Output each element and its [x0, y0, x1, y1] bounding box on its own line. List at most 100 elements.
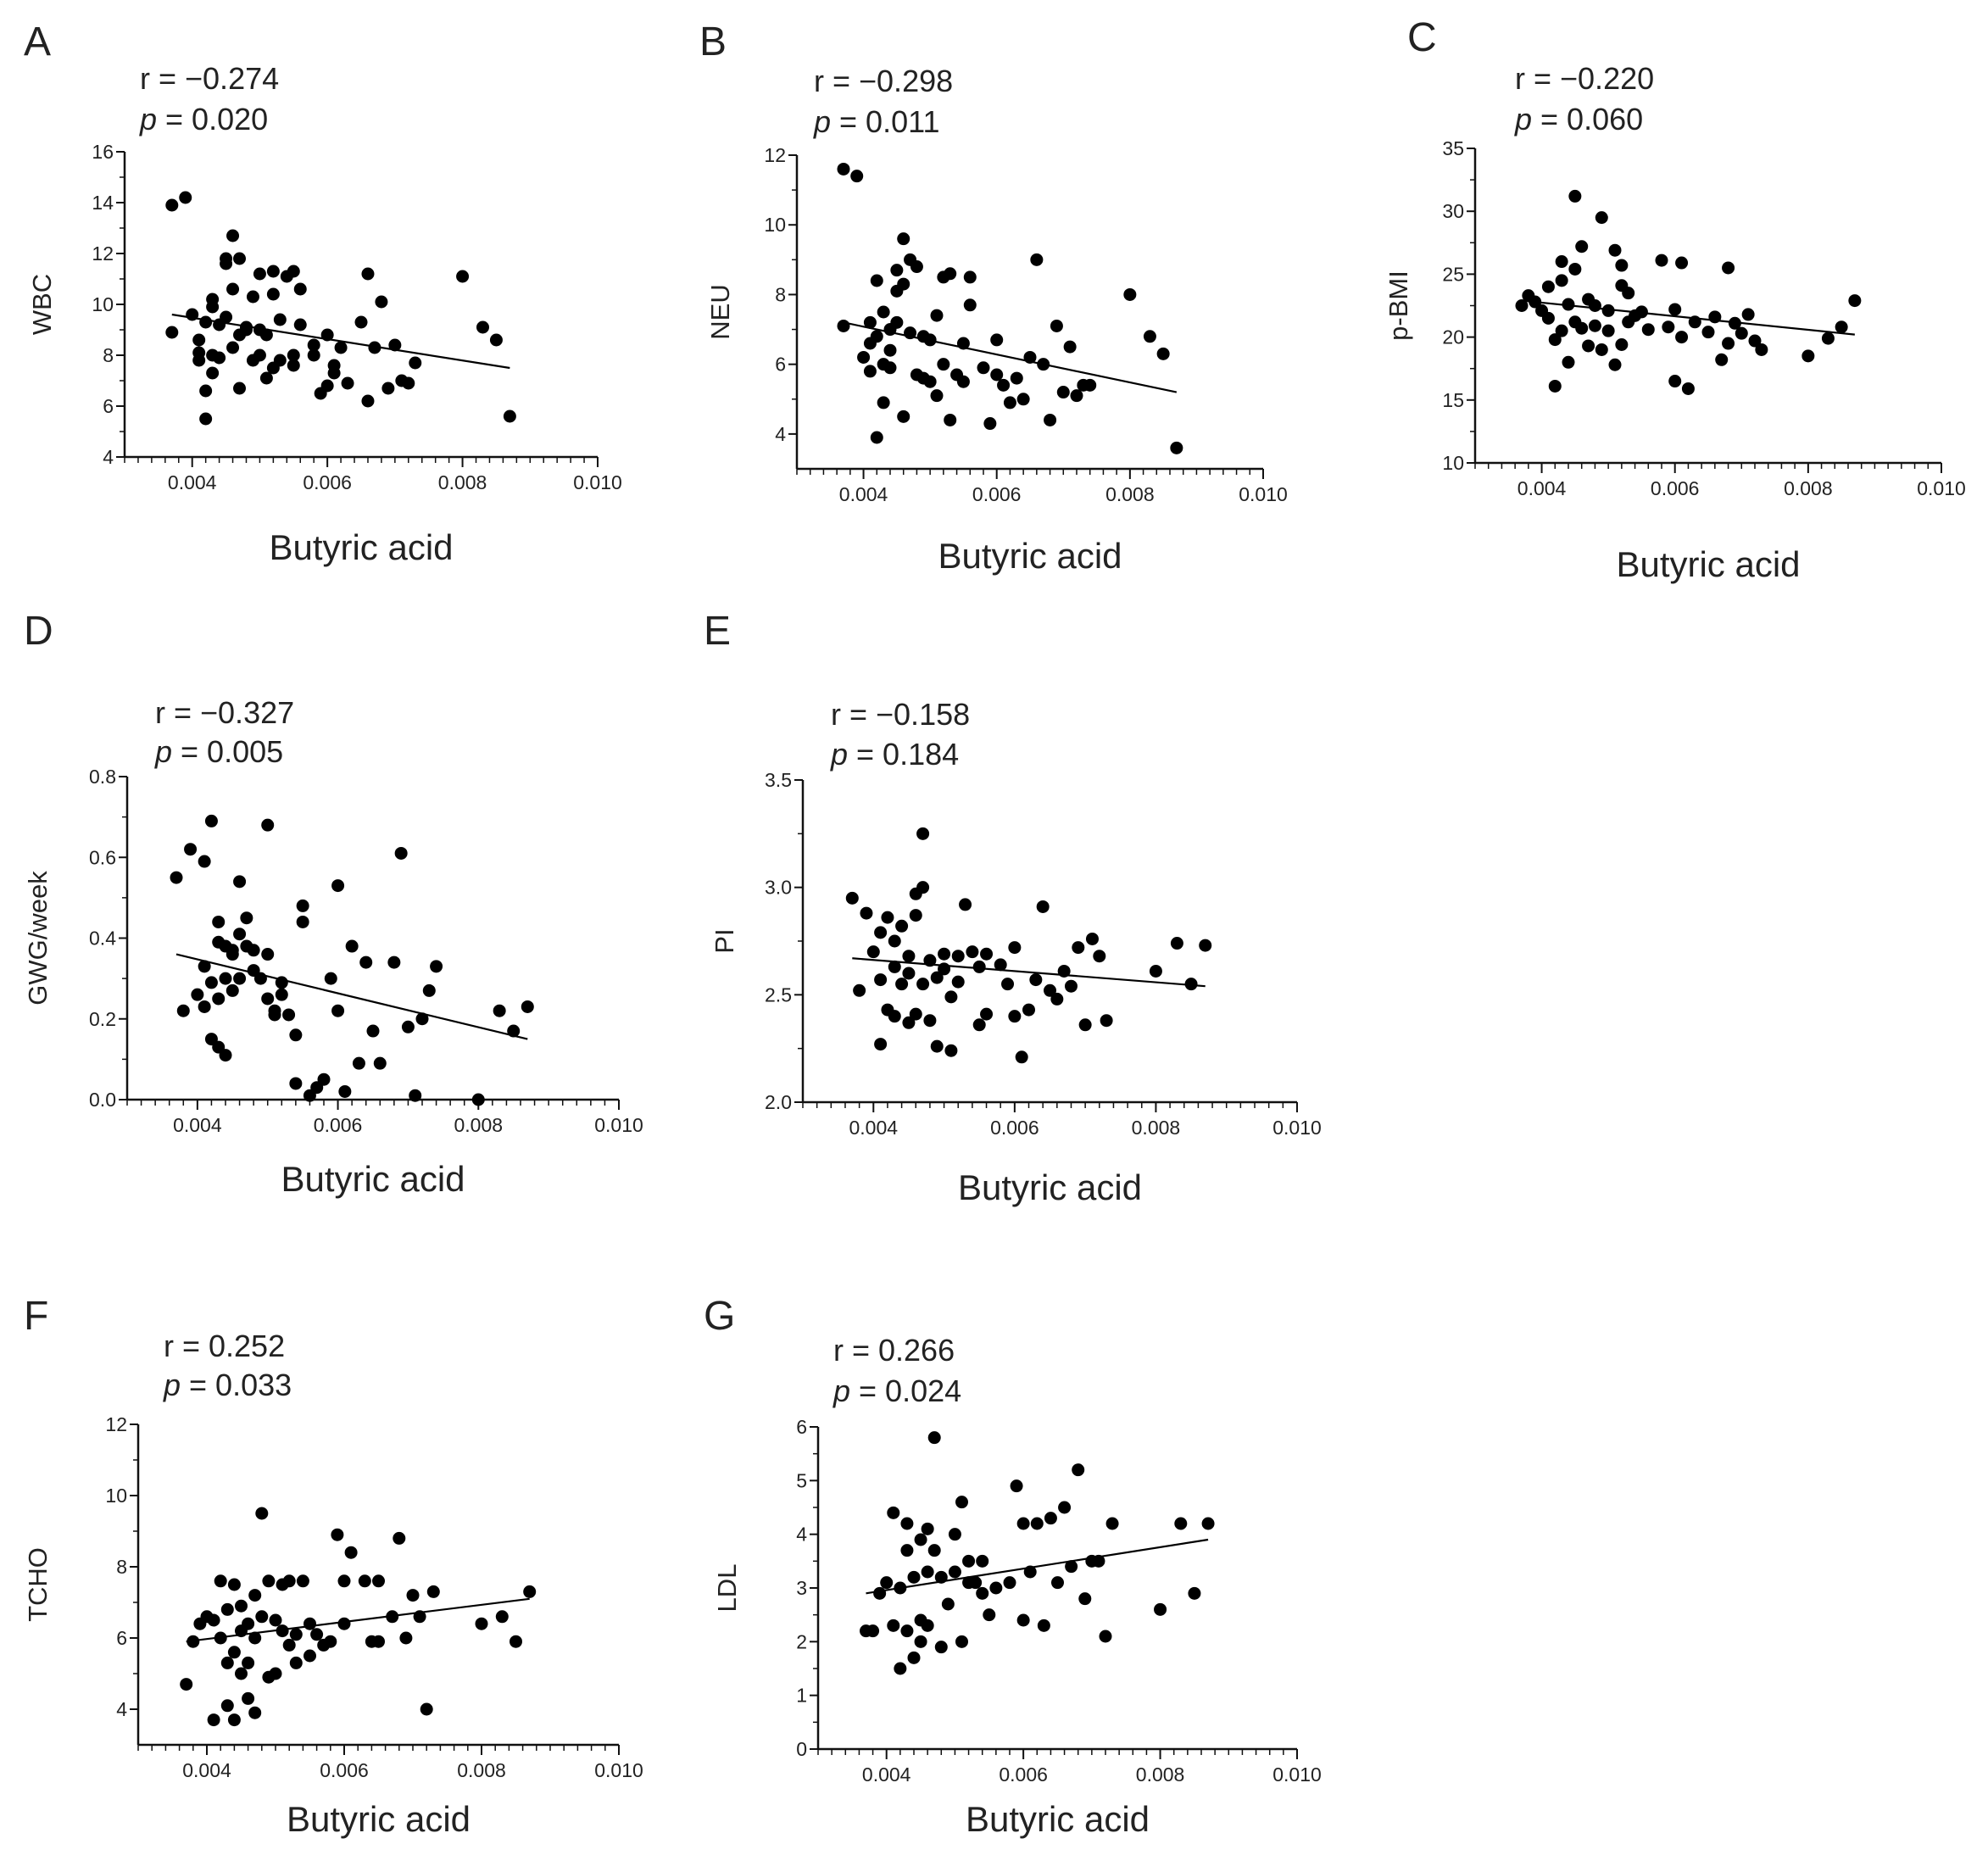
data-point — [402, 376, 415, 390]
data-point — [354, 315, 368, 329]
data-point — [289, 1028, 303, 1042]
data-point — [944, 1044, 958, 1057]
p-value-symbol: p — [830, 737, 848, 772]
y-tick-label: 2 — [796, 1630, 807, 1652]
data-point — [296, 915, 309, 928]
data-point — [192, 333, 206, 347]
data-point — [1050, 319, 1063, 332]
data-point — [1092, 1554, 1105, 1568]
data-point — [941, 1597, 955, 1611]
x-tick-label: 0.008 — [1136, 1763, 1185, 1786]
data-point — [866, 1624, 880, 1638]
data-point — [948, 1565, 961, 1579]
regression-line — [1521, 299, 1855, 336]
data-point — [1715, 353, 1729, 366]
data-point — [897, 232, 910, 246]
data-point — [921, 1565, 934, 1579]
data-point — [1634, 305, 1648, 319]
x-tick-label: 0.006 — [320, 1759, 369, 1781]
data-point — [1568, 262, 1582, 276]
p-value: p = 0.011 — [813, 104, 939, 139]
data-point — [521, 1000, 534, 1013]
y-tick-label: 6 — [796, 1416, 807, 1438]
x-tick-label: 0.008 — [1784, 477, 1833, 499]
data-point — [334, 341, 348, 354]
x-axis-title: Butyric acid — [269, 527, 453, 567]
data-point — [1058, 1501, 1072, 1514]
data-point — [242, 1656, 255, 1669]
data-point — [1835, 320, 1848, 334]
y-tick-label: 4 — [116, 1698, 127, 1720]
x-tick-label: 0.010 — [1272, 1763, 1322, 1786]
data-point — [401, 1020, 415, 1034]
y-tick-label: 6 — [116, 1627, 127, 1649]
data-point — [1016, 1517, 1030, 1530]
data-point — [1601, 324, 1615, 337]
data-point — [366, 1024, 380, 1038]
data-point — [1555, 255, 1568, 269]
data-point — [863, 315, 877, 329]
data-point — [894, 1662, 907, 1675]
y-tick-label: 5 — [796, 1469, 807, 1491]
data-point — [1044, 983, 1056, 997]
data-point — [226, 983, 239, 997]
data-point — [293, 282, 307, 296]
data-point — [212, 992, 226, 1006]
data-point — [255, 1610, 269, 1624]
data-point — [259, 371, 273, 385]
y-tick-label: 0.0 — [89, 1089, 116, 1111]
data-point — [207, 1613, 220, 1627]
data-point — [220, 1699, 234, 1713]
data-point — [320, 379, 334, 393]
data-point — [1681, 382, 1695, 395]
data-point — [1154, 1602, 1167, 1616]
data-point — [415, 1012, 429, 1026]
data-point — [1701, 326, 1715, 339]
data-point — [934, 1641, 948, 1654]
data-point — [897, 277, 910, 291]
data-point — [1156, 347, 1170, 360]
data-point — [1064, 979, 1078, 993]
data-point — [1044, 413, 1057, 426]
data-point — [248, 1631, 262, 1645]
data-point — [1575, 240, 1589, 254]
data-point — [1051, 1576, 1064, 1590]
data-point — [976, 1554, 989, 1568]
data-point — [1029, 973, 1043, 987]
data-point — [1608, 243, 1622, 257]
data-point — [359, 956, 373, 969]
data-point — [165, 326, 179, 339]
data-point — [420, 1702, 433, 1716]
data-point — [266, 287, 280, 301]
data-point — [1008, 1010, 1022, 1023]
data-point — [198, 960, 211, 973]
data-point — [1030, 1517, 1044, 1530]
y-tick-label: 14 — [92, 192, 114, 214]
correlation-r: r = −0.298 — [814, 64, 953, 98]
data-point — [394, 846, 408, 860]
data-point — [248, 1589, 262, 1602]
x-tick-label: 0.006 — [314, 1114, 363, 1136]
x-tick-label: 0.010 — [1239, 483, 1288, 505]
data-point — [956, 337, 970, 350]
data-point — [866, 945, 880, 959]
data-point — [456, 270, 470, 283]
data-point — [1099, 1630, 1112, 1643]
data-point — [227, 1646, 241, 1659]
x-tick-label: 0.004 — [849, 1117, 899, 1139]
data-point — [361, 267, 375, 281]
data-point — [959, 898, 972, 911]
data-point — [977, 361, 990, 375]
data-point — [923, 1014, 937, 1028]
data-point — [1722, 337, 1735, 350]
data-point — [1078, 1592, 1092, 1606]
data-point — [989, 1581, 1003, 1595]
data-point — [289, 1656, 303, 1669]
data-point — [240, 911, 253, 925]
data-point — [877, 396, 890, 410]
data-point — [1748, 334, 1762, 348]
p-value-number: = 0.020 — [157, 102, 268, 136]
data-point — [944, 267, 957, 281]
data-point — [1037, 1618, 1050, 1632]
data-point — [909, 1007, 922, 1021]
